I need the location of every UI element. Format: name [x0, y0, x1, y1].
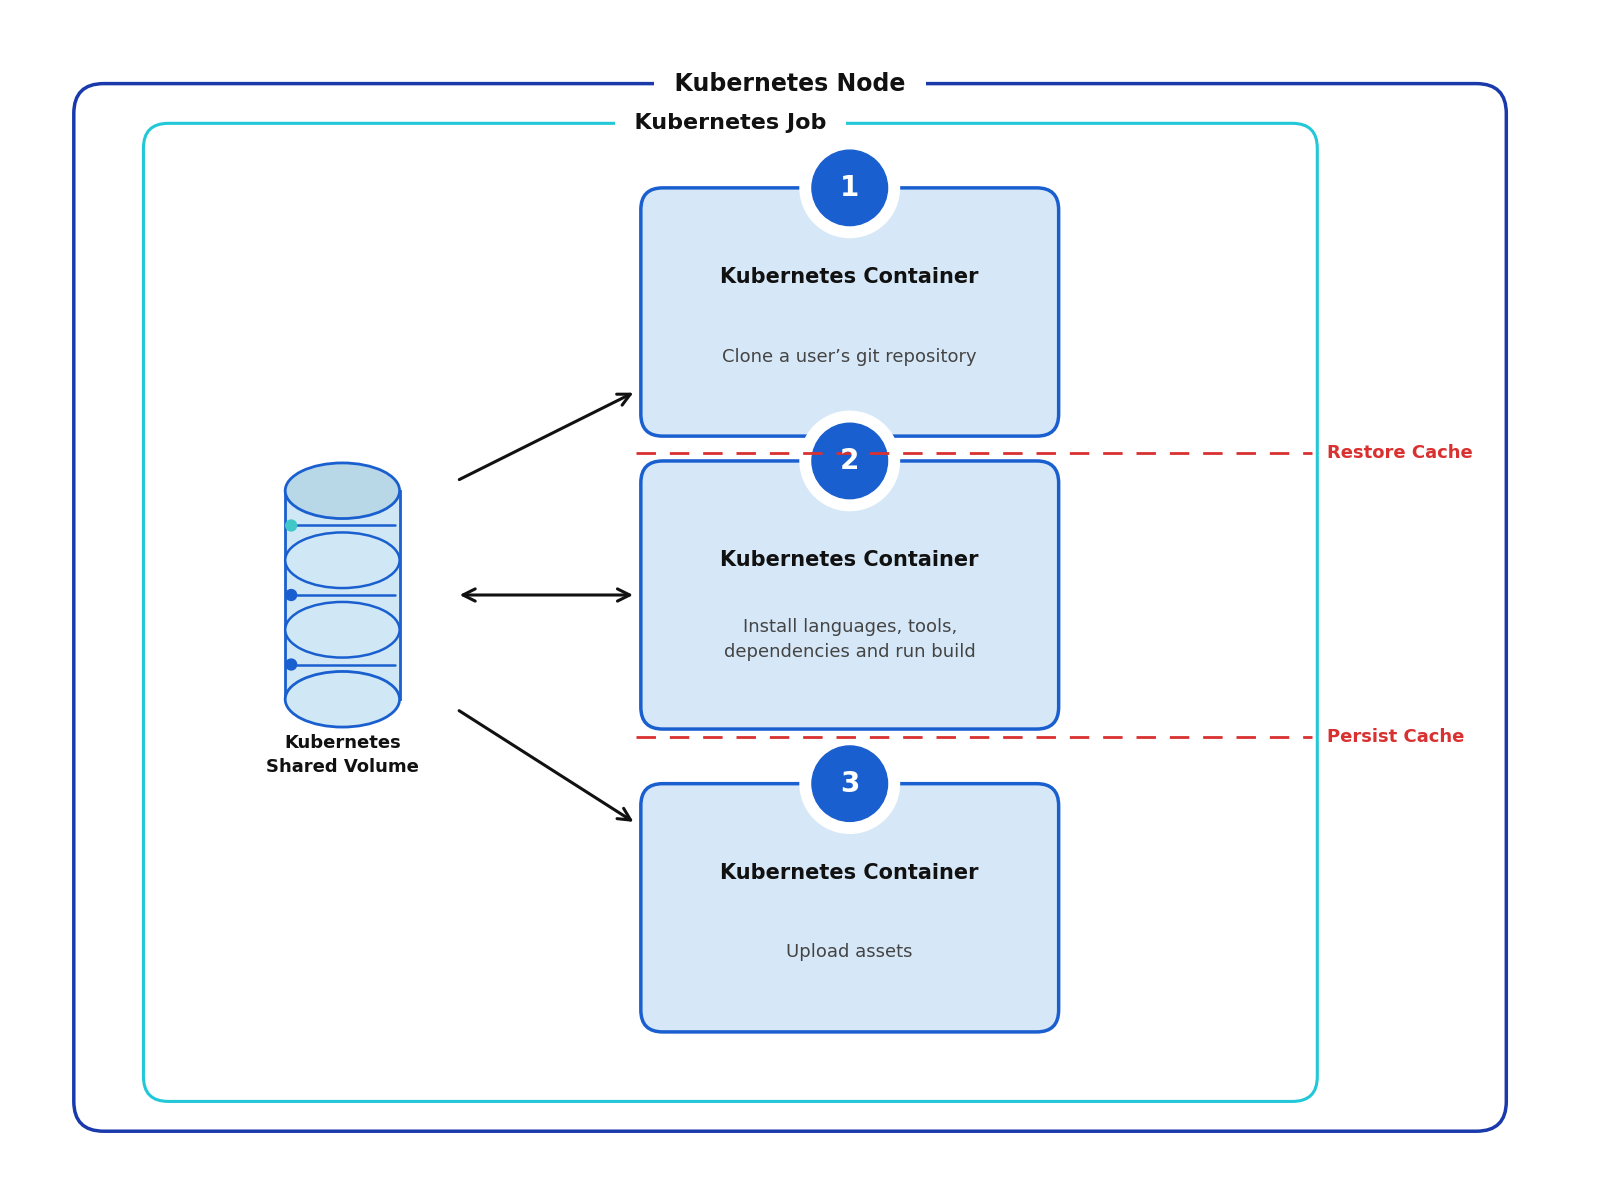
Text: Kubernetes Node: Kubernetes Node — [658, 71, 922, 95]
Bar — [285, 490, 400, 700]
FancyBboxPatch shape — [642, 188, 1059, 436]
FancyBboxPatch shape — [144, 124, 1317, 1102]
Text: Persist Cache: Persist Cache — [1328, 728, 1464, 746]
FancyBboxPatch shape — [642, 461, 1059, 729]
Ellipse shape — [285, 463, 400, 519]
Text: Clone a user’s git repository: Clone a user’s git repository — [723, 347, 978, 365]
Circle shape — [800, 412, 899, 511]
Circle shape — [811, 150, 888, 226]
Circle shape — [811, 746, 888, 821]
Text: 2: 2 — [840, 447, 859, 475]
Circle shape — [800, 138, 899, 238]
Text: Kubernetes Container: Kubernetes Container — [720, 863, 979, 883]
Circle shape — [811, 424, 888, 499]
Text: Kubernetes Container: Kubernetes Container — [720, 550, 979, 570]
Text: Install languages, tools,
dependencies and run build: Install languages, tools, dependencies a… — [723, 618, 976, 662]
FancyBboxPatch shape — [642, 784, 1059, 1032]
Circle shape — [286, 589, 296, 601]
Text: Kubernetes
Shared Volume: Kubernetes Shared Volume — [266, 734, 419, 776]
Text: 1: 1 — [840, 174, 859, 202]
Text: 3: 3 — [840, 770, 859, 797]
Text: Kubernetes Container: Kubernetes Container — [720, 268, 979, 287]
Ellipse shape — [285, 671, 400, 727]
Circle shape — [800, 734, 899, 833]
Ellipse shape — [285, 532, 400, 588]
Text: Restore Cache: Restore Cache — [1328, 444, 1474, 462]
Circle shape — [286, 520, 296, 531]
Text: Upload assets: Upload assets — [787, 944, 914, 962]
FancyBboxPatch shape — [74, 83, 1506, 1132]
Text: Kubernetes Job: Kubernetes Job — [619, 113, 842, 133]
Circle shape — [286, 659, 296, 670]
Ellipse shape — [285, 602, 400, 658]
